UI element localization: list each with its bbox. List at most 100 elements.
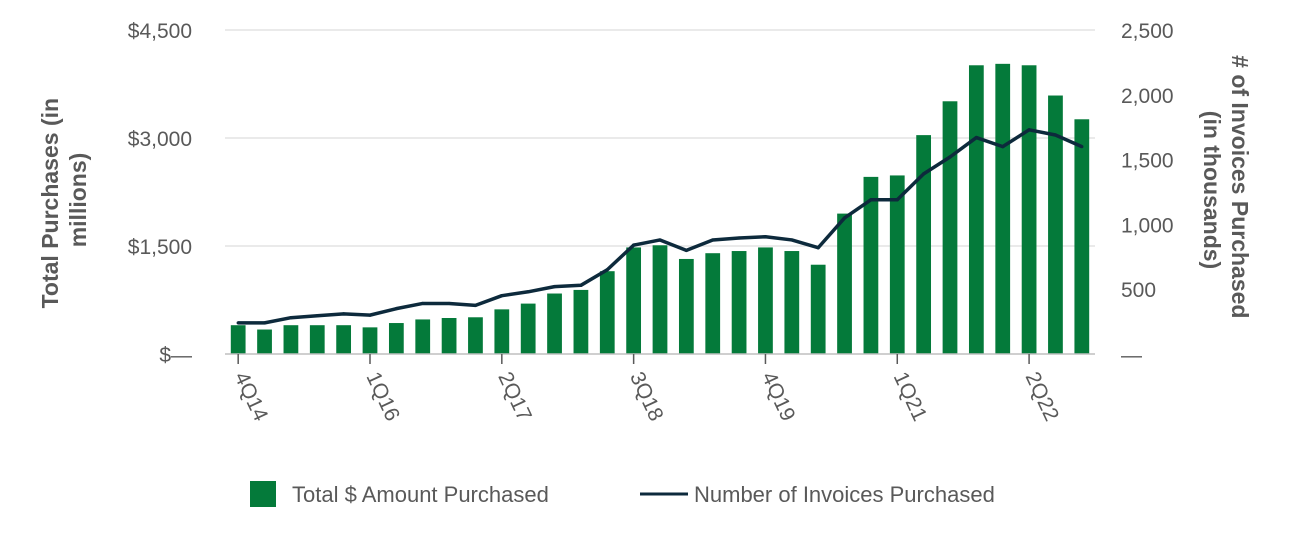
line-point — [711, 238, 715, 242]
right-axis-ticks: — 500 1,000 1,500 2,000 2,500 — [1121, 20, 1174, 367]
line-series — [236, 128, 1084, 325]
bar — [626, 247, 642, 354]
legend-line-label: Number of Invoices Purchased — [694, 482, 995, 507]
bar — [995, 63, 1011, 355]
x-tick-label: 4Q19 — [757, 368, 800, 424]
x-tick-label: 2Q22 — [1021, 368, 1064, 424]
right-axis-title: # of Invoices Purchased (in thousands) — [1199, 55, 1253, 325]
line-point — [763, 235, 768, 239]
line-point — [816, 246, 820, 250]
line-point — [974, 135, 978, 140]
left-axis-title-line-2: millions) — [65, 153, 91, 248]
grid-lines — [225, 29, 1095, 247]
bar — [415, 319, 431, 354]
line-point — [948, 155, 952, 159]
bar — [678, 258, 694, 354]
x-tick-label: 1Q21 — [889, 368, 932, 424]
bar — [468, 317, 483, 354]
legend-bar-swatch — [250, 481, 276, 507]
bar — [731, 251, 747, 354]
line-point — [262, 321, 267, 325]
right-tick-label: 1,500 — [1121, 150, 1174, 173]
line-point — [632, 243, 636, 247]
line-point — [869, 198, 873, 202]
line-point — [1080, 145, 1084, 149]
x-tick-label: 4Q14 — [230, 368, 273, 425]
line-point — [447, 301, 451, 306]
bar — [336, 325, 352, 354]
line-point — [315, 314, 319, 318]
bar — [1021, 65, 1037, 354]
line-point — [421, 301, 425, 306]
line-point — [842, 216, 847, 220]
left-tick-label: $— — [159, 344, 192, 367]
left-axis-ticks: $— $1,500 $3,000 $4,500 — [128, 20, 192, 367]
right-axis-title-line-1: # of Invoices Purchased — [1227, 55, 1253, 318]
line-point — [289, 316, 293, 320]
left-tick-label: $4,500 — [128, 20, 192, 43]
legend: Total $ Amount Purchased Number of Invoi… — [250, 481, 995, 507]
bar — [257, 329, 272, 354]
bar — [520, 303, 536, 354]
bar — [863, 176, 879, 354]
left-axis-title: Total Purchases (in millions) — [37, 92, 91, 309]
x-tick-label: 3Q18 — [625, 368, 668, 424]
line-point — [342, 312, 346, 316]
line-point — [684, 248, 688, 252]
line-point — [500, 294, 504, 298]
line-point — [526, 290, 530, 294]
bar — [1048, 95, 1063, 355]
line-point — [552, 285, 557, 289]
bar — [573, 289, 589, 354]
line-point — [658, 238, 662, 242]
bar — [889, 175, 905, 354]
right-tick-label: 2,000 — [1121, 85, 1174, 108]
line-point — [1053, 133, 1058, 137]
line-point — [605, 268, 609, 272]
bar — [309, 325, 325, 354]
bar — [652, 245, 668, 354]
bar — [441, 318, 457, 354]
bar — [968, 65, 984, 354]
bar — [547, 293, 562, 354]
left-tick-label: $3,000 — [128, 128, 192, 151]
x-axis-ticks: 4Q14 1Q16 2Q17 3Q18 4Q19 1Q21 2Q22 — [230, 368, 1063, 425]
x-tick-label: 2Q17 — [493, 368, 536, 424]
bar — [1074, 119, 1090, 354]
axes — [225, 353, 1095, 364]
line-point — [895, 198, 899, 202]
line-point — [790, 238, 794, 242]
left-tick-label: $1,500 — [128, 236, 192, 259]
legend-bar-label: Total $ Amount Purchased — [292, 482, 549, 507]
bar — [916, 135, 932, 354]
bar — [599, 271, 615, 354]
right-axis-title-line-2: (in thousands) — [1199, 111, 1225, 269]
right-tick-label: 500 — [1121, 279, 1156, 302]
x-tick-label: 1Q16 — [361, 368, 404, 424]
line-point — [236, 321, 240, 325]
line-point — [1027, 128, 1031, 132]
bar — [942, 101, 958, 354]
bar — [388, 323, 404, 354]
bar — [758, 247, 773, 354]
line-point — [737, 236, 741, 240]
right-tick-label: 2,500 — [1121, 20, 1174, 43]
bar-series — [230, 63, 1090, 355]
right-tick-label: — — [1121, 344, 1142, 367]
bar — [705, 253, 721, 354]
bar — [494, 309, 510, 354]
bar — [810, 264, 826, 354]
bar — [230, 325, 246, 354]
bar — [283, 325, 299, 354]
left-axis-title-line-1: Total Purchases (in — [37, 98, 63, 308]
bar — [362, 327, 378, 354]
bar — [784, 251, 800, 354]
line-point — [579, 283, 583, 287]
line-point — [922, 172, 926, 176]
right-tick-label: 1,000 — [1121, 214, 1174, 237]
bar — [837, 213, 852, 354]
line-point — [368, 313, 372, 317]
line-point — [1001, 145, 1005, 149]
line-point — [394, 307, 398, 311]
